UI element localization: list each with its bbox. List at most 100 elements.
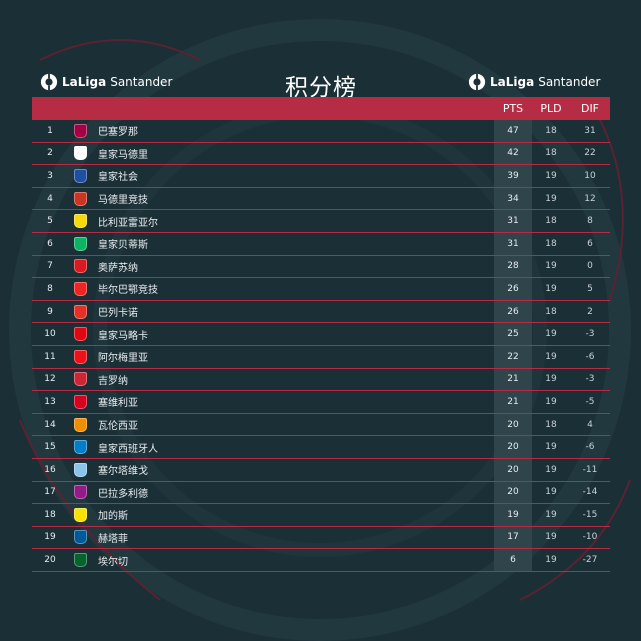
team-name: 赫塔菲 <box>98 533 128 545</box>
cadiz-crest-icon <box>73 507 87 522</box>
mallorca-crest-icon <box>73 327 87 342</box>
team-name: 塞维利亚 <box>98 398 138 410</box>
table-row: 8 毕尔巴鄂竞技 26 19 5 <box>32 278 610 301</box>
played: 19 <box>545 374 557 385</box>
played: 18 <box>545 216 557 227</box>
position: 19 <box>44 532 56 543</box>
goal-difference: -6 <box>585 351 595 362</box>
table-row: 7 奥萨苏纳 28 19 0 <box>32 255 610 279</box>
real-madrid-crest-icon <box>73 146 87 161</box>
table-row: 5 比利亚雷亚尔 31 18 8 <box>32 210 610 233</box>
position: 4 <box>47 193 53 204</box>
goal-difference: -11 <box>582 464 598 475</box>
column-header-dif: DIF <box>580 102 600 115</box>
table-row: 14 瓦伦西亚 20 18 4 <box>32 413 610 437</box>
played: 19 <box>545 170 557 181</box>
almeria-crest-icon <box>73 349 87 364</box>
points: 17 <box>494 526 532 549</box>
goal-difference: 5 <box>587 283 593 294</box>
points: 28 <box>494 255 532 278</box>
position: 3 <box>47 170 53 181</box>
played: 19 <box>545 261 557 272</box>
table-row: 4 马德里竞技 34 19 12 <box>32 187 610 211</box>
team-name: 皇家贝蒂斯 <box>98 240 148 252</box>
table-row: 3 皇家社会 39 19 10 <box>32 165 610 188</box>
table-row: 15 皇家西班牙人 20 19 -6 <box>32 436 610 459</box>
header: LaLiga Santander 积分榜 LaLiga Santander <box>32 66 610 101</box>
points: 34 <box>494 187 532 210</box>
espanyol-crest-icon <box>73 440 87 455</box>
points: 47 <box>494 120 532 142</box>
column-header-pld: PLD <box>540 102 562 115</box>
brand-name: LaLiga <box>490 75 535 89</box>
points: 31 <box>494 210 532 232</box>
position: 20 <box>44 555 56 566</box>
team-name: 马德里竞技 <box>98 195 148 207</box>
position: 15 <box>44 442 56 453</box>
points: 19 <box>494 504 532 526</box>
goal-difference: 10 <box>584 170 596 181</box>
played: 19 <box>545 283 557 294</box>
points: 20 <box>494 481 532 504</box>
laliga-icon <box>40 73 58 91</box>
goal-difference: 8 <box>587 216 593 227</box>
column-header-pts: PTS <box>502 102 524 115</box>
played: 18 <box>545 419 557 430</box>
goal-difference: 12 <box>584 193 596 204</box>
played: 18 <box>545 306 557 317</box>
valladolid-crest-icon <box>73 485 87 500</box>
team-name: 皇家马德里 <box>98 149 148 161</box>
team-name: 毕尔巴鄂竞技 <box>98 285 158 297</box>
table-row: 13 塞维利亚 21 19 -5 <box>32 391 610 414</box>
laliga-icon <box>468 73 486 91</box>
position: 2 <box>47 148 53 159</box>
standings-table: PTS PLD DIF 1 巴塞罗那 47 18 31 2 皇家马德里 42 18 22 3 皇家社会… <box>32 97 610 572</box>
table-header: PTS PLD DIF <box>32 97 610 120</box>
goal-difference: 0 <box>587 261 593 272</box>
goal-difference: -5 <box>585 396 595 407</box>
team-name: 瓦伦西亚 <box>98 421 138 433</box>
points: 31 <box>494 232 532 255</box>
played: 19 <box>545 464 557 475</box>
team-name: 巴列卡诺 <box>98 308 138 320</box>
table-row: 9 巴列卡诺 26 18 2 <box>32 300 610 324</box>
position: 1 <box>47 125 53 136</box>
team-name: 皇家马略卡 <box>98 330 148 342</box>
page-title: 积分榜 <box>285 75 357 101</box>
team-name: 加的斯 <box>98 511 128 523</box>
goal-difference: -6 <box>585 442 595 453</box>
table-row: 6 皇家贝蒂斯 31 18 6 <box>32 232 610 256</box>
points: 21 <box>494 368 532 391</box>
girona-crest-icon <box>73 372 87 387</box>
points: 22 <box>494 345 532 368</box>
played: 19 <box>545 329 557 340</box>
goal-difference: -3 <box>585 374 595 385</box>
goal-difference: -27 <box>582 555 598 566</box>
table-row: 19 赫塔菲 17 19 -10 <box>32 526 610 550</box>
goal-difference: 2 <box>587 306 593 317</box>
played: 18 <box>545 125 557 136</box>
played: 19 <box>545 442 557 453</box>
goal-difference: -10 <box>582 532 598 543</box>
position: 6 <box>47 238 53 249</box>
table-row: 20 埃尔切 6 19 -27 <box>32 549 610 572</box>
team-name: 巴塞罗那 <box>98 127 138 139</box>
points: 6 <box>494 549 532 571</box>
betis-crest-icon <box>73 236 87 251</box>
position: 8 <box>47 283 53 294</box>
team-name: 吉罗纳 <box>98 375 128 387</box>
table-row: 17 巴拉多利德 20 19 -14 <box>32 481 610 505</box>
celta-vigo-crest-icon <box>73 462 87 477</box>
goal-difference: -15 <box>582 509 598 520</box>
table-row: 18 加的斯 19 19 -15 <box>32 504 610 527</box>
table-row: 2 皇家马德里 42 18 22 <box>32 142 610 166</box>
position: 10 <box>44 329 56 340</box>
played: 19 <box>545 487 557 498</box>
table-row: 16 塞尔塔维戈 20 19 -11 <box>32 458 610 482</box>
team-name: 比利亚雷亚尔 <box>98 217 158 229</box>
villarreal-crest-icon <box>73 214 87 229</box>
goal-difference: 4 <box>587 419 593 430</box>
laliga-logo-right: LaLiga Santander <box>468 72 600 92</box>
sevilla-crest-icon <box>73 394 87 409</box>
played: 19 <box>545 193 557 204</box>
